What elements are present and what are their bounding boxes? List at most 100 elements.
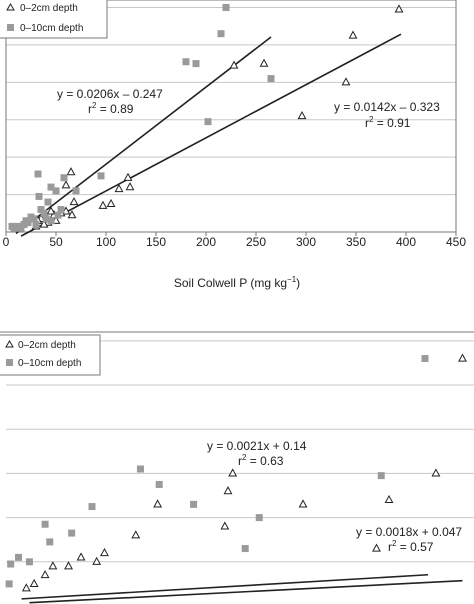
top-point-triangle-7	[61, 180, 71, 189]
bottom-point-triangle-13	[64, 561, 73, 570]
top-x-tick-label-8: 400	[396, 235, 416, 249]
bottom-point-square-10	[41, 520, 49, 528]
top-point-triangle-21	[39, 219, 49, 228]
top-x-tick-label-3: 150	[146, 235, 166, 249]
bottom-point-square-1	[377, 472, 385, 480]
bottom-point-square-4	[190, 500, 198, 508]
top-point-square-14	[57, 206, 65, 214]
bottom-fit-1-equation: y = 0.0021x + 0.14	[207, 439, 307, 453]
top-point-square-1	[217, 30, 225, 38]
top-point-square-21	[8, 222, 16, 230]
top-point-square-6	[34, 170, 42, 178]
bottom-fit-line-2	[29, 579, 463, 604]
top-point-square-26	[22, 217, 30, 225]
top-point-triangle-6	[66, 167, 76, 176]
bottom-point-triangle-10	[100, 547, 109, 557]
top-point-triangle-8	[123, 172, 133, 181]
bottom-point-square-8	[68, 529, 76, 537]
top-point-triangle-1	[348, 30, 358, 39]
bottom-fit-lines	[21, 573, 463, 604]
top-fit-1-r2: r2 = 0.89	[88, 101, 134, 116]
top-x-tick-label-1: 50	[49, 235, 63, 249]
top-fit-lines	[15, 33, 402, 237]
top-fit-1-equation: y = 0.0206x – 0.247	[57, 87, 163, 101]
bottom-point-square-3	[255, 514, 263, 522]
top-point-triangle-24	[46, 206, 56, 215]
bottom-point-triangle-8	[153, 499, 163, 508]
top-data-points	[8, 3, 404, 232]
top-legend-square-marker	[7, 24, 14, 31]
bottom-legend-square-marker	[6, 359, 13, 366]
bottom-legend-box	[0, 334, 101, 376]
top-point-square-3	[192, 60, 200, 68]
top-legend-triangle-marker	[6, 3, 15, 11]
bottom-point-triangle-6	[223, 486, 233, 495]
chart-bottom: 0–2cm depth 0–10cm depth y = 0.0021x + 0…	[0, 331, 474, 604]
bottom-legend-label-0-10cm: 0–10cm depth	[18, 358, 81, 369]
top-point-triangle-10	[114, 183, 124, 193]
top-point-square-8	[52, 187, 60, 195]
top-point-square-18	[20, 221, 28, 229]
top-fit-line-2	[20, 33, 402, 237]
bottom-point-triangle-3	[372, 543, 381, 552]
bottom-point-triangle-0	[458, 353, 467, 362]
top-legend-label-0-2cm: 0–2cm depth	[20, 3, 78, 14]
top-point-square-23	[47, 217, 55, 225]
bottom-fit-line-1	[21, 573, 429, 600]
bottom-point-triangle-7	[220, 521, 230, 530]
top-point-square-7	[47, 183, 55, 191]
top-x-tick-label-5: 250	[246, 235, 266, 249]
top-point-square-28	[42, 215, 50, 223]
bottom-point-square-2	[241, 545, 249, 553]
top-point-triangle-5	[297, 110, 307, 120]
bottom-point-triangle-5	[228, 468, 238, 477]
bottom-data-points	[5, 353, 467, 592]
top-fit-2-r2: r2 = 0.91	[365, 115, 411, 130]
top-point-triangle-23	[67, 210, 77, 219]
bottom-point-triangle-17	[21, 583, 31, 592]
bottom-point-triangle-16	[29, 578, 39, 588]
top-point-triangle-4	[341, 77, 351, 86]
bottom-fit-2-r2: r2 = 0.57	[388, 539, 434, 554]
top-point-square-2	[182, 58, 190, 66]
bottom-point-square-13	[7, 560, 15, 568]
chart-top: 0 50 100 150 200 250 300 350 400 450 0–2cm depth …	[0, 0, 466, 290]
top-point-square-9	[72, 187, 80, 195]
top-point-triangle-3	[229, 60, 239, 69]
top-plot-area	[5, 0, 457, 233]
bottom-point-square-5	[155, 480, 163, 488]
top-point-triangle-2	[259, 58, 269, 67]
top-point-square-13	[44, 198, 52, 206]
bottom-point-square-12	[15, 553, 23, 561]
top-fit-line-1	[15, 36, 272, 235]
top-point-triangle-9	[125, 182, 135, 191]
bottom-point-triangle-12	[76, 552, 86, 561]
top-fit-2-equation: y = 0.0142x – 0.323	[334, 100, 440, 114]
bottom-legend-label-0-2cm: 0–2cm depth	[18, 340, 76, 351]
bottom-point-triangle-2	[384, 494, 394, 504]
top-x-ticks: 0 50 100 150 200 250 300 350 400 450	[3, 232, 466, 249]
top-x-tick-label-6: 300	[296, 235, 316, 249]
top-point-square-15	[40, 209, 48, 217]
top-point-square-27	[54, 211, 62, 219]
top-legend-label-0-10cm: 0–10cm depth	[20, 23, 83, 34]
top-point-square-0	[222, 3, 230, 11]
bottom-fit-2-equation: y = 0.0018x + 0.047	[356, 525, 462, 539]
bottom-point-square-6	[136, 465, 144, 473]
top-legend-box	[0, 0, 108, 39]
top-point-square-4	[267, 75, 275, 83]
top-x-axis-title: Soil Colwell P (mg kg−1)	[174, 275, 300, 290]
top-point-triangle-11	[106, 198, 116, 208]
bottom-point-square-7	[88, 503, 96, 511]
top-point-triangle-13	[69, 197, 79, 206]
top-point-triangle-0	[394, 4, 404, 13]
bottom-fit-1-r2: r2 = 0.63	[238, 453, 284, 468]
top-legend: 0–2cm depth 0–10cm depth	[0, 0, 108, 39]
top-x-tick-label-9: 450	[446, 235, 466, 249]
bottom-point-triangle-11	[92, 556, 102, 565]
top-point-triangle-12	[98, 200, 108, 209]
bottom-plot-area	[0, 331, 474, 333]
top-x-tick-label-2: 100	[96, 235, 116, 249]
top-point-square-10	[97, 172, 105, 180]
